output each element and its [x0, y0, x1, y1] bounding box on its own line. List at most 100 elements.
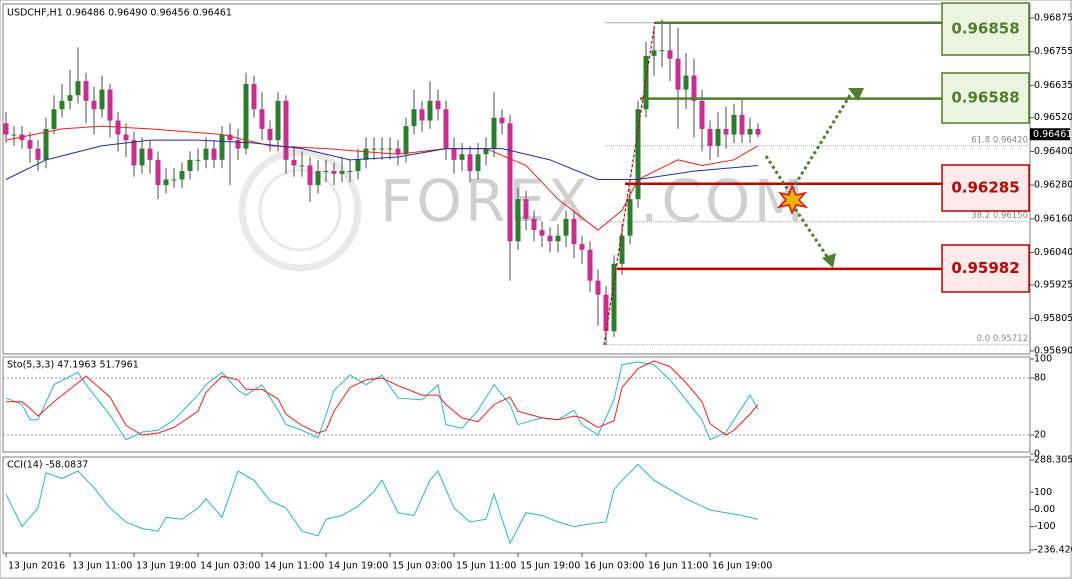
level-box	[941, 164, 1030, 212]
candle-body	[131, 140, 137, 166]
candle-body	[515, 199, 521, 242]
indicator-line	[5, 361, 759, 441]
x-tick-label: 16 Jun 03:00	[584, 561, 644, 572]
candle-body	[107, 89, 113, 121]
candle-body	[387, 148, 393, 150]
candle-body	[203, 148, 209, 160]
candle-body	[731, 114, 737, 135]
candle-body	[83, 81, 89, 101]
x-tick-label: 14 Jun 03:00	[200, 561, 260, 572]
candle-body	[475, 154, 481, 172]
main-panel	[2, 3, 1031, 355]
panel-title: Sto(5,3,3) 47.1963 51.7961	[7, 360, 139, 371]
x-tick-label: 16 Jun 19:00	[712, 561, 772, 572]
candle-body	[123, 134, 129, 141]
y-tick-label: 20	[1034, 430, 1046, 441]
y-tick-label: 0.96400	[1034, 146, 1072, 157]
candle-body	[139, 148, 145, 166]
candle-body	[211, 148, 217, 160]
candle-body	[27, 140, 33, 149]
candle-body	[171, 179, 177, 181]
candle-body	[707, 128, 713, 146]
candle-body	[163, 179, 169, 186]
candle-body	[35, 148, 41, 160]
candle-body	[571, 218, 577, 245]
candle-body	[299, 165, 305, 167]
candle-body	[531, 218, 537, 231]
y-tick-label: -100	[1034, 521, 1056, 532]
candle-body	[43, 128, 49, 160]
y-tick-label: 100	[1034, 354, 1052, 365]
candle-body	[99, 89, 105, 110]
y-tick-label: 0.96635	[1034, 80, 1072, 91]
x-tick-label: 13 Jun 19:00	[136, 561, 196, 572]
fib-label: 0.0 0.95712	[977, 334, 1028, 344]
candle-body	[339, 171, 345, 174]
candle-body	[283, 100, 289, 160]
candle-body	[587, 249, 593, 281]
y-tick-label: 80	[1034, 373, 1046, 384]
candle-body	[675, 58, 681, 90]
candle-body	[435, 100, 441, 110]
last-price-box	[1030, 128, 1070, 141]
x-tick-label: 13 Jun 2016	[8, 561, 65, 572]
candle-body	[227, 134, 233, 141]
candle-body	[547, 235, 553, 242]
candle-body	[315, 171, 321, 186]
y-tick-label: 0.95690	[1034, 345, 1072, 356]
watermark-text: FOREX	[380, 167, 591, 235]
y-tick-label: 288.305	[1034, 455, 1072, 466]
level-label: 0.96858	[951, 20, 1019, 38]
level-label: 0.95982	[951, 259, 1019, 277]
y-tick-label: 0.96520	[1034, 112, 1072, 123]
candle-body	[3, 123, 9, 135]
panel-title: USDCHF,H1 0.96486 0.96490 0.96456 0.9646…	[7, 8, 232, 19]
x-tick-label: 15 Jun 11:00	[456, 561, 516, 572]
candle-body	[691, 75, 697, 101]
candle-body	[723, 128, 729, 135]
watermark: FOREX .COM	[238, 148, 807, 272]
y-tick-label: 0.96875	[1034, 12, 1072, 23]
candle-body	[75, 81, 81, 96]
candle-body	[155, 159, 161, 186]
candle-body	[219, 134, 225, 160]
candle-body	[659, 50, 665, 52]
candle-body	[635, 109, 641, 200]
last-price-label: 0.96461	[1033, 129, 1072, 140]
x-tick-label: 15 Jun 19:00	[520, 561, 580, 572]
candle-body	[467, 154, 473, 172]
candle-body	[307, 165, 313, 186]
cci-panel	[2, 456, 1031, 554]
candle-body	[235, 140, 241, 149]
candle-body	[347, 171, 353, 173]
candle-body	[539, 230, 545, 236]
x-tick-label: 15 Jun 03:00	[392, 561, 452, 572]
candle-body	[67, 95, 73, 101]
y-tick-label: 0.96280	[1034, 180, 1072, 191]
candle-body	[403, 126, 409, 155]
candle-body	[179, 171, 185, 180]
candle-body	[195, 159, 201, 161]
candle-body	[91, 100, 97, 110]
y-tick-label: -236.4204	[1034, 545, 1072, 556]
candle-body	[243, 83, 249, 149]
candle-body	[147, 148, 153, 160]
candle-body	[579, 244, 585, 250]
candle-body	[747, 128, 753, 135]
watermark-text: .COM	[640, 167, 807, 235]
candle-body	[739, 114, 745, 135]
y-tick-label: 0.00	[1034, 504, 1055, 515]
forecast-arrows	[603, 21, 864, 346]
candle-body	[651, 50, 657, 56]
candle-body	[563, 218, 569, 236]
candle-body	[443, 109, 449, 149]
candle-body	[459, 154, 465, 160]
level-box	[941, 244, 1030, 293]
candle-body	[275, 100, 281, 141]
candle-body	[51, 109, 57, 129]
y-tick-label: 0.95805	[1034, 313, 1072, 324]
candle-body	[595, 280, 601, 295]
candle-body	[419, 109, 425, 121]
